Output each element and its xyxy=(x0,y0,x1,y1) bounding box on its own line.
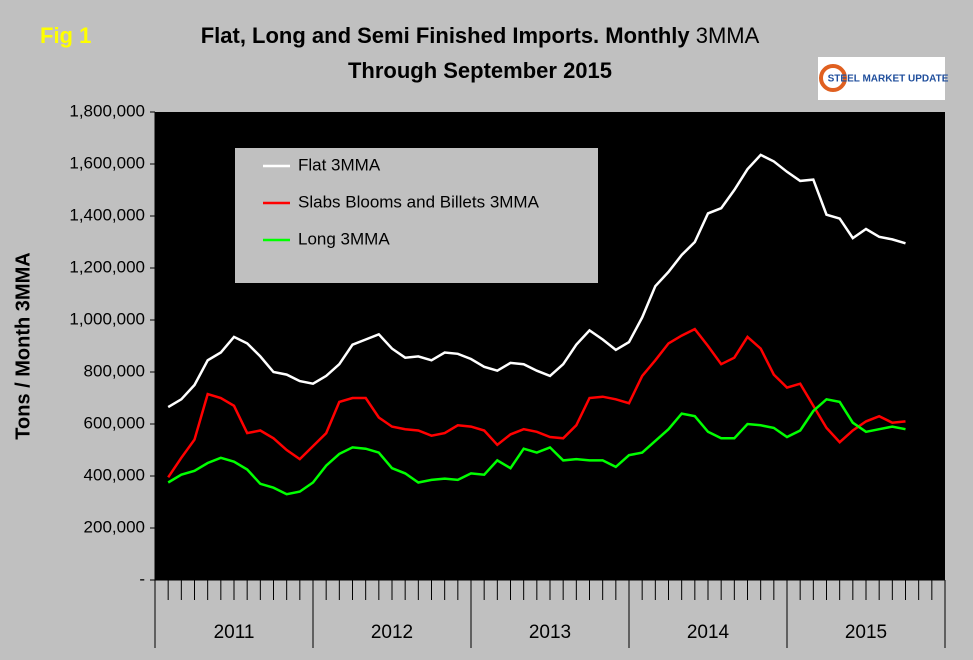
legend xyxy=(235,148,598,283)
y-tick-label: 1,000,000 xyxy=(69,309,145,328)
logo-text: STEEL MARKET UPDATE xyxy=(828,74,949,85)
x-tick-label: 2011 xyxy=(214,622,255,643)
x-tick-label: 2015 xyxy=(845,622,887,643)
y-tick-label: - xyxy=(139,569,145,588)
chart-subtitle: Through September 2015 xyxy=(348,58,612,83)
y-tick-label: 600,000 xyxy=(84,413,145,432)
y-tick-label: 800,000 xyxy=(84,361,145,380)
figure-label: Fig 1 xyxy=(40,23,91,48)
chart-title: Flat, Long and Semi Finished Imports. Mo… xyxy=(201,23,760,48)
legend-label: Flat 3MMA xyxy=(298,155,381,174)
y-tick-label: 1,600,000 xyxy=(69,153,145,172)
y-tick-label: 200,000 xyxy=(84,517,145,536)
series-line xyxy=(167,153,906,409)
logo-box xyxy=(818,57,945,100)
logo-icon xyxy=(819,64,847,92)
x-tick-label: 2013 xyxy=(529,622,571,643)
title-main: Flat, Long and Semi Finished Imports. Mo… xyxy=(201,23,691,48)
series-line xyxy=(167,327,906,478)
legend-label: Long 3MMA xyxy=(298,229,390,248)
x-tick-label: 2014 xyxy=(687,622,730,643)
y-tick-label: 400,000 xyxy=(84,465,145,484)
legend-label: Slabs Blooms and Billets 3MMA xyxy=(298,192,540,211)
series-line xyxy=(167,397,906,496)
y-tick-label: 1,200,000 xyxy=(69,257,145,276)
x-tick-label: 2012 xyxy=(371,622,413,643)
y-tick-label: 1,800,000 xyxy=(69,101,145,120)
y-axis-title: Tons / Month 3MMA xyxy=(12,252,34,439)
title-suffix: 3MMA xyxy=(696,23,760,48)
y-tick-label: 1,400,000 xyxy=(69,205,145,224)
